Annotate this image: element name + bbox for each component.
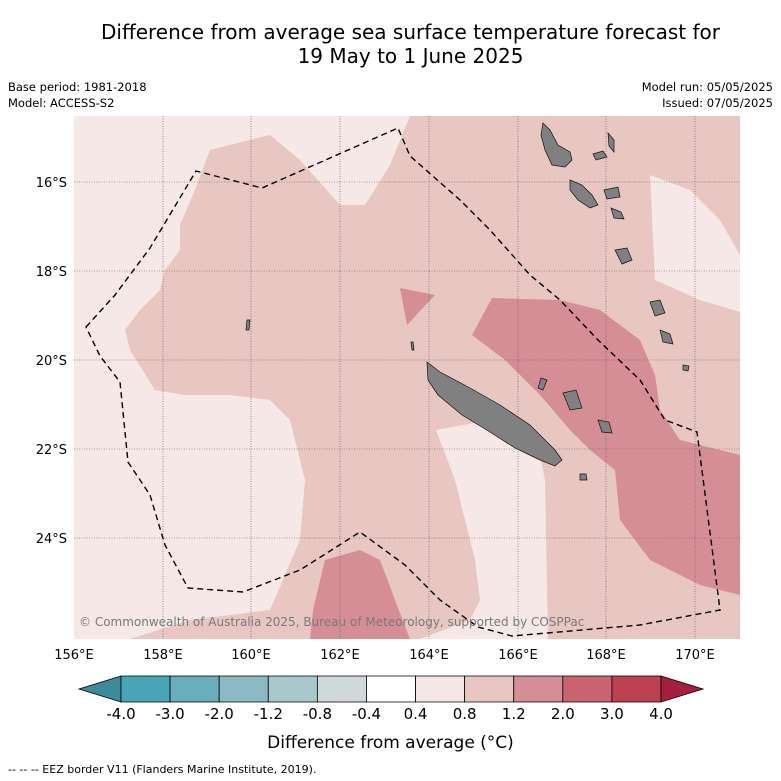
vanuatu-efate-island: [614, 247, 633, 265]
chart-title-line1: Difference from average sea surface temp…: [100, 20, 720, 44]
chesterfield-islands: [245, 319, 251, 331]
vanuatu-malakula-island: [569, 179, 599, 209]
new-caledonia-island: [426, 361, 563, 467]
longitude-label: 168°E: [586, 648, 626, 663]
eez-legend-text: -- -- -- EEZ border V11 (Flanders Marine…: [8, 763, 317, 776]
colorbar-segment: [513, 675, 564, 703]
model-run: Model run: 05/05/2025: [641, 80, 773, 94]
colorbar-extend-high: [660, 675, 705, 703]
loyalty-lifou-island: [562, 389, 583, 411]
colorbar-segment: [562, 675, 613, 703]
vanuatu-aneityum-island: [682, 364, 690, 372]
colorbar-segment: [611, 675, 662, 703]
colorbar-tick-label: -2.0: [204, 705, 234, 723]
colorbar-tick-label: 4.0: [649, 705, 673, 723]
colorbar-segment: [120, 675, 171, 703]
loyalty-mare-island: [597, 419, 613, 434]
longitude-label: 166°E: [498, 648, 538, 663]
latitude-label: 18°S: [36, 265, 67, 280]
gridlines: [74, 116, 740, 639]
colorbar-segment: [464, 675, 515, 703]
longitude-label: 160°E: [231, 648, 271, 663]
colorbar-segment: [415, 675, 466, 703]
vanuatu-erromango-island: [649, 299, 666, 317]
colorbar: [77, 675, 705, 703]
latitude-label: 24°S: [36, 532, 67, 547]
vanuatu-epi-island: [610, 207, 625, 220]
meta-right: Model run: 05/05/2025 Issued: 07/05/2025: [642, 79, 773, 111]
base-period: Base period: 1981-2018: [8, 80, 147, 94]
colorbar-segment: [316, 675, 367, 703]
isle-of-pines-island: [579, 473, 588, 481]
colorbar-title: Difference from average (°C): [267, 733, 514, 753]
longitude-labels: 156°E 158°E 160°E 162°E 164°E 166°E 168°E 170°E: [54, 648, 715, 663]
eez-border-line: [85, 127, 721, 637]
vanuatu-tanna-island: [659, 329, 674, 345]
colorbar-tick-label: -0.8: [302, 705, 332, 723]
longitude-label: 156°E: [54, 648, 94, 663]
colorbar-segment: [218, 675, 269, 703]
colorbar-tick-label: 0.8: [452, 705, 477, 723]
belep-islands: [410, 341, 415, 351]
colorbar-tick-label: -4.0: [106, 705, 136, 723]
model-name: Model: ACCESS-S2: [8, 96, 115, 110]
vanuatu-espiritu-santo-island: [540, 122, 573, 168]
latitude-labels: 16°S 18°S 20°S 22°S 24°S: [36, 176, 67, 547]
colorbar-tick-label: 1.2: [501, 705, 526, 723]
colorbar-extend-low: [77, 675, 122, 703]
colorbar-tick-label: 3.0: [599, 705, 624, 723]
longitude-label: 162°E: [320, 648, 360, 663]
colorbar-segment: [169, 675, 220, 703]
issued-date: Issued: 07/05/2025: [662, 96, 773, 110]
colorbar-tick-label: -1.2: [253, 705, 283, 723]
colorbar-segment: [267, 675, 318, 703]
latitude-label: 22°S: [36, 443, 67, 458]
vanuatu-pentecost-island: [592, 150, 608, 161]
land-masses: [245, 122, 690, 481]
vanuatu-ambrym-island: [603, 186, 621, 200]
anomaly-region-1.2-2.0-small: [400, 288, 435, 325]
anomaly-fields: [74, 116, 740, 639]
anomaly-region-1.2-2.0-south: [310, 550, 410, 639]
colorbar-tick-label: -3.0: [155, 705, 185, 723]
vanuatu-maewo-island: [607, 131, 615, 153]
colorbar-tick-label: 2.0: [550, 705, 575, 723]
chart-title-line2: 19 May to 1 June 2025: [297, 44, 524, 68]
copyright-text: © Commonwealth of Australia 2025, Bureau…: [79, 615, 584, 629]
longitude-label: 170°E: [675, 648, 715, 663]
longitude-label: 158°E: [143, 648, 183, 663]
latitude-label: 20°S: [36, 354, 67, 369]
colorbar-tick-label: 0.4: [403, 705, 428, 723]
longitude-label: 164°E: [409, 648, 449, 663]
colorbar-tick-label: -0.4: [351, 705, 382, 723]
latitude-label: 16°S: [36, 176, 67, 191]
meta-left: Base period: 1981-2018 Model: ACCESS-S2: [8, 79, 147, 111]
colorbar-segment: [366, 675, 416, 703]
loyalty-ouvea-island: [537, 377, 548, 391]
